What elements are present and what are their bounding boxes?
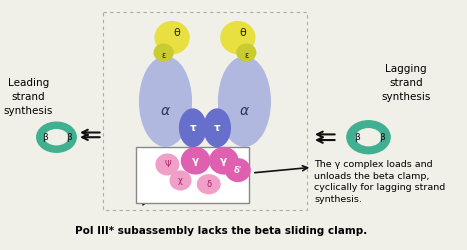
Text: Pol III* subassembly lacks the beta sliding clamp.: Pol III* subassembly lacks the beta slid… [75, 226, 367, 236]
Ellipse shape [204, 109, 230, 146]
Text: The γ complex loads and
unloads the beta clamp,
cyclically for lagging strand
sy: The γ complex loads and unloads the beta… [314, 160, 445, 204]
Text: Lagging
strand
synthesis: Lagging strand synthesis [382, 64, 431, 102]
Ellipse shape [226, 159, 250, 182]
Text: δ: δ [206, 180, 211, 189]
Bar [136, 146, 249, 203]
Bar [104, 12, 307, 209]
Text: β: β [42, 133, 48, 142]
Text: ε: ε [244, 51, 248, 60]
Ellipse shape [219, 57, 270, 146]
Text: τ: τ [214, 123, 220, 133]
Ellipse shape [154, 44, 173, 61]
Text: γ: γ [192, 156, 199, 166]
Ellipse shape [140, 57, 191, 146]
Ellipse shape [198, 175, 220, 194]
Ellipse shape [170, 171, 191, 190]
Text: β: β [379, 133, 384, 142]
Text: Ψ: Ψ [164, 160, 170, 169]
Ellipse shape [45, 130, 68, 145]
Text: γ: γ [220, 156, 227, 166]
Ellipse shape [182, 148, 210, 174]
Ellipse shape [180, 109, 206, 146]
Text: χ: χ [178, 176, 183, 185]
Text: α: α [240, 104, 249, 118]
Text: δ': δ' [234, 166, 242, 174]
Text: θ: θ [239, 28, 246, 38]
Text: θ: θ [173, 28, 180, 38]
Ellipse shape [347, 121, 390, 154]
Text: τ: τ [190, 123, 196, 133]
Text: β: β [354, 133, 360, 142]
Ellipse shape [221, 22, 255, 54]
Ellipse shape [156, 154, 179, 175]
Text: β: β [66, 133, 71, 142]
Text: Leading
strand
synthesis: Leading strand synthesis [4, 78, 53, 116]
Ellipse shape [37, 122, 76, 152]
Text: α: α [161, 104, 170, 118]
Ellipse shape [155, 22, 189, 54]
Ellipse shape [356, 129, 381, 146]
Ellipse shape [237, 44, 256, 61]
Ellipse shape [210, 148, 238, 174]
Text: ε: ε [162, 51, 166, 60]
